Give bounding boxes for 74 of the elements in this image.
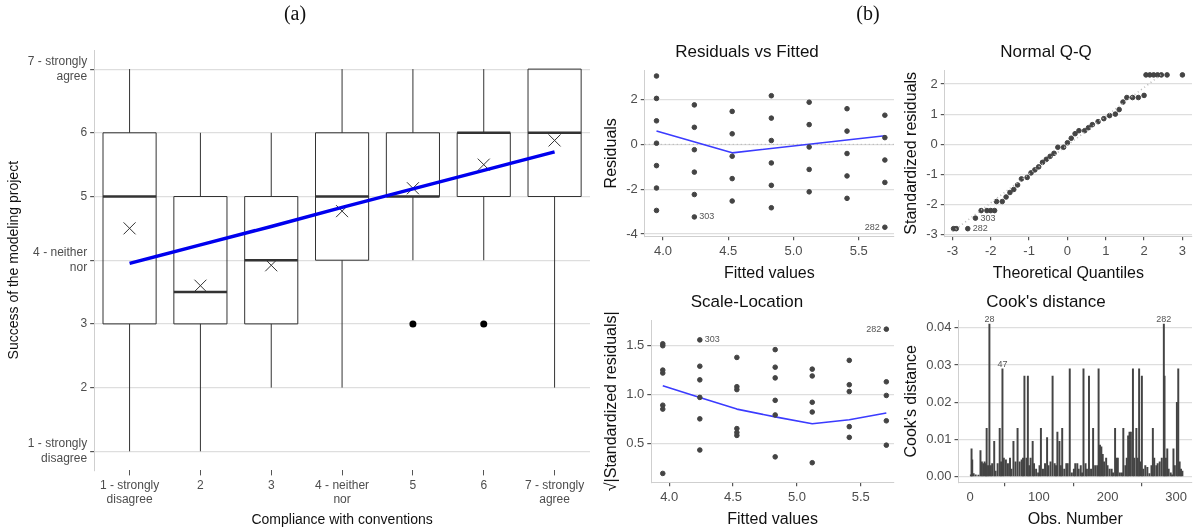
annotation: 303 (980, 212, 996, 223)
y-tick-label: 0.01 (926, 431, 952, 446)
y-axis-title: Residuals (602, 118, 620, 189)
annotation: 28 (984, 314, 995, 325)
y-tick-label: 0 (630, 135, 638, 151)
x-tick-label: 4.0 (660, 488, 679, 504)
x-tick-label: 4.0 (653, 242, 673, 258)
text: (a) (283, 2, 307, 25)
x-tick-label: 6 (480, 477, 488, 492)
text: (b) (856, 2, 880, 25)
x-tick-label: 5.0 (784, 242, 803, 258)
y-tick-label: -2 (626, 180, 638, 196)
x-tick-label: 2 (197, 477, 205, 492)
y-tick-label: 5 (80, 188, 88, 203)
y-axis-title: Cook's distance (902, 344, 920, 458)
y-tick-label: 6 (80, 125, 88, 140)
x-axis-title: Fitted values (724, 263, 815, 281)
y-tick-label: 2 (630, 91, 638, 107)
y-axis-title: √|Standardized residuals| (602, 311, 620, 492)
x-tick-label: 3 (1178, 242, 1187, 258)
y-tick-label: 0.02 (926, 393, 952, 409)
y-tick-label: 0.00 (926, 468, 952, 484)
annotation: 282 (972, 223, 988, 234)
x-tick-label: 3 (267, 477, 275, 492)
annotation: 303 (704, 334, 720, 345)
x-tick-label: 5.5 (849, 242, 868, 258)
annotation: 282 (864, 221, 880, 232)
y-axis-title: Success of the modeling project (5, 160, 22, 360)
chart-title: Normal Q-Q (1000, 41, 1092, 61)
x-axis-title: Compliance with conventions (251, 511, 433, 528)
y-axis-title: Standardized residuals (902, 71, 920, 235)
y-tick-label: -3 (926, 226, 938, 242)
y-tick-label: 0 (930, 135, 938, 151)
y-tick-label: 1.0 (626, 386, 645, 402)
x-tick-label: 4.5 (723, 488, 743, 504)
x-tick-label: 5.5 (851, 488, 870, 504)
x-tick-label: 0 (1063, 242, 1072, 258)
annotation: 282 (866, 323, 882, 334)
x-tick-label: 200 (1096, 488, 1119, 504)
chart-title: Residuals vs Fitted (675, 41, 819, 61)
annotation: 47 (997, 358, 1008, 369)
x-tick-label: 5.0 (787, 488, 806, 504)
y-tick-label: 1 (930, 105, 938, 121)
chart-title: Scale-Location (690, 291, 804, 311)
x-tick-label: -1 (1023, 242, 1035, 258)
x-tick-label: 0 (966, 488, 974, 504)
x-tick-label: 2 (1140, 242, 1148, 258)
x-axis-title: Obs. Number (1027, 509, 1124, 527)
y-tick-label: 0.04 (926, 319, 952, 335)
x-tick-label: 100 (1028, 488, 1050, 504)
y-tick-label: -2 (926, 196, 938, 212)
x-tick-label: 1 - strongly disagree (99, 477, 160, 507)
y-tick-label: 0.03 (926, 356, 952, 372)
x-tick-label: 1 (1102, 242, 1110, 258)
y-tick-label: 2 (80, 379, 88, 394)
y-tick-label: 1 - strongly disagree (27, 436, 88, 465)
y-tick-label: 1.5 (626, 337, 645, 353)
y-tick-label: -4 (626, 225, 638, 241)
annotation: 303 (699, 211, 715, 222)
x-tick-label: -2 (984, 242, 997, 258)
y-tick-label: 0.5 (626, 434, 645, 450)
x-tick-label: 7 - strongly agree (524, 477, 585, 507)
chart-title: Cook's distance (986, 291, 1106, 311)
x-tick-label: 300 (1165, 488, 1188, 504)
x-axis-title: Fitted values (727, 509, 818, 527)
x-tick-label: 5 (409, 477, 417, 492)
y-tick-label: 2 (930, 75, 938, 91)
x-tick-label: 4.5 (719, 242, 738, 258)
annotation: 282 (1156, 314, 1172, 325)
y-tick-label: -1 (926, 165, 938, 181)
y-tick-label: 3 (80, 316, 88, 331)
x-axis-title: Theoretical Quantiles (992, 263, 1144, 281)
x-tick-label: 4 - neither nor (315, 477, 370, 507)
y-tick-label: 7 - strongly agree (27, 54, 88, 83)
